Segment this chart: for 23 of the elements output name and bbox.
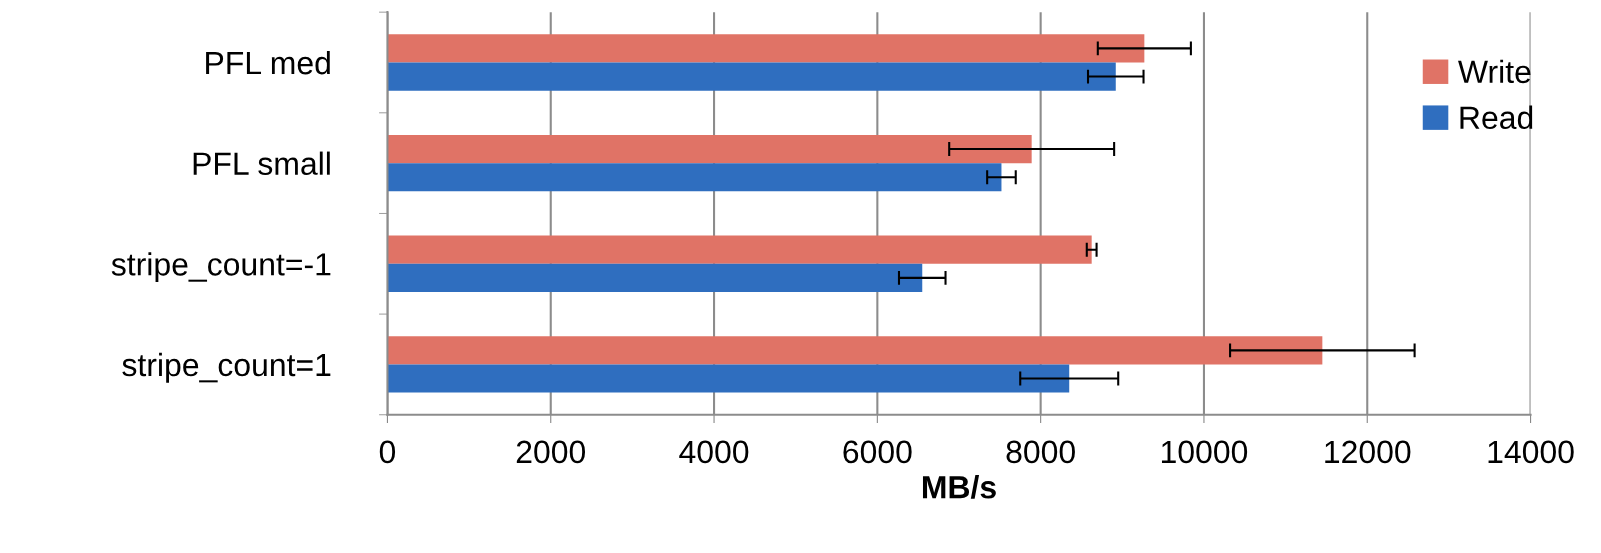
bar <box>387 263 923 292</box>
x-tick-label: 0 <box>379 440 396 464</box>
y-tick-label: PFL med <box>206 50 330 75</box>
legend-label: Write <box>1458 59 1531 84</box>
bar <box>387 336 1323 365</box>
x-tick-label: 14000 <box>1488 440 1574 464</box>
x-tick-label: 12000 <box>1325 440 1411 464</box>
x-tick-label: 4000 <box>679 440 749 464</box>
bar <box>387 62 1116 91</box>
bar <box>387 235 1092 264</box>
y-tick-label: stripe_count=-1 <box>111 252 331 282</box>
y-tick-label: PFL small <box>193 151 330 176</box>
x-tick-label: 6000 <box>843 440 912 464</box>
bar <box>387 34 1145 63</box>
x-tick-label: 8000 <box>1006 440 1075 464</box>
x-tick-label: 10000 <box>1161 440 1248 464</box>
y-tick-label: stripe_count=1 <box>122 352 331 383</box>
bar <box>387 364 1070 393</box>
bar <box>387 163 1002 192</box>
x-tick-label: 2000 <box>516 440 586 464</box>
x-axis-title: MB/s <box>922 475 996 499</box>
legend-label: Read <box>1460 105 1533 130</box>
bar <box>387 134 1032 164</box>
